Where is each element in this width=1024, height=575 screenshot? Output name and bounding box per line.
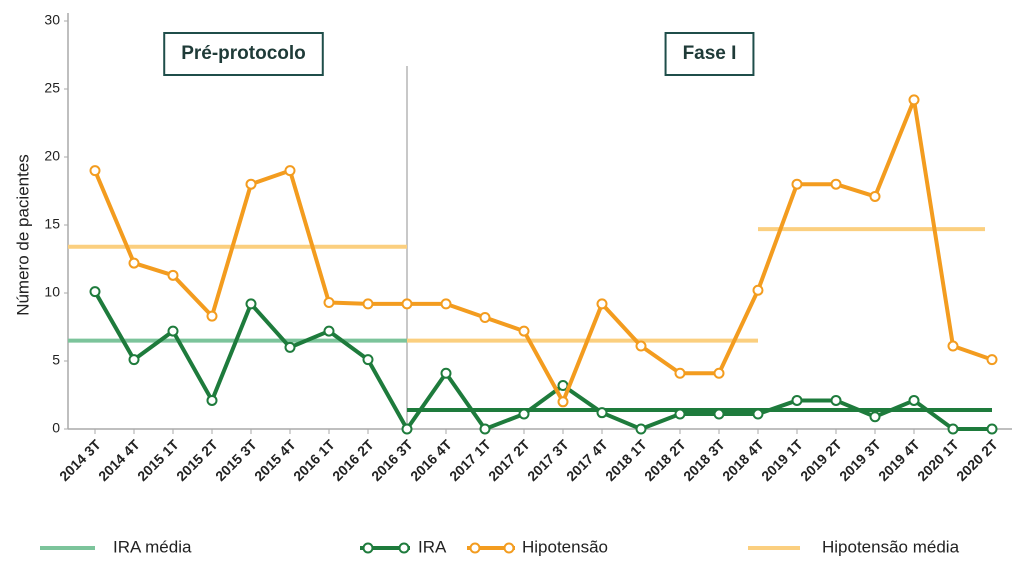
x-tick-label: 2018 2T — [641, 436, 689, 484]
point — [791, 178, 803, 190]
y-tick-label: 15 — [44, 216, 60, 232]
y-tick-label: 30 — [44, 12, 60, 28]
x-tick-label: 2016 2T — [329, 436, 377, 484]
point — [167, 325, 179, 337]
legend-marker — [362, 542, 374, 554]
phase-label: Pré-protocolo — [181, 43, 306, 64]
point — [362, 354, 374, 366]
point — [557, 396, 569, 408]
legend-label: IRA média — [113, 537, 192, 556]
point — [830, 178, 842, 190]
x-tick-label: 2014 3T — [56, 436, 104, 484]
series-line — [93, 97, 993, 404]
point — [908, 394, 920, 406]
y-tick-label: 5 — [52, 352, 60, 368]
point — [128, 354, 140, 366]
x-tick-label: 2019 2T — [797, 436, 845, 484]
point — [518, 408, 530, 420]
point — [479, 423, 491, 435]
x-tick-label: 2017 2T — [485, 436, 533, 484]
legend-label: Hipotensão média — [822, 537, 960, 556]
x-tick-label: 2019 1T — [758, 436, 806, 484]
point — [89, 165, 101, 177]
point — [791, 394, 803, 406]
x-tick-label: 2015 2T — [173, 436, 221, 484]
y-tick-label: 10 — [44, 284, 60, 300]
x-tick-label: 2019 4T — [875, 436, 923, 484]
legend-marker — [503, 542, 515, 554]
point — [284, 165, 296, 177]
point — [986, 354, 998, 366]
point — [401, 298, 413, 310]
point — [89, 286, 101, 298]
point — [245, 178, 257, 190]
x-tick-label: 2017 1T — [446, 436, 494, 484]
point — [323, 325, 335, 337]
point — [635, 340, 647, 352]
y-tick-label: 20 — [44, 148, 60, 164]
series-line — [93, 290, 992, 431]
x-tick-label: 2018 4T — [719, 436, 767, 484]
point — [206, 310, 218, 322]
phase-box — [163, 32, 324, 76]
legend-marker — [398, 542, 410, 554]
y-tick-label: 0 — [52, 420, 60, 436]
point — [674, 408, 686, 420]
x-tick-label: 2014 4T — [95, 436, 143, 484]
point — [128, 257, 140, 269]
point — [713, 408, 725, 420]
point — [401, 423, 413, 435]
legend-label: Hipotensão — [522, 537, 608, 556]
x-tick-label: 2019 3T — [836, 436, 884, 484]
legend-marker — [469, 542, 481, 554]
x-tick-label: 2018 3T — [680, 436, 728, 484]
point — [518, 325, 530, 337]
point — [362, 298, 374, 310]
point — [713, 367, 725, 379]
phase-box — [664, 32, 755, 76]
x-tick-label: 2020 1T — [914, 436, 962, 484]
point — [596, 298, 608, 310]
point — [323, 297, 335, 309]
point — [752, 284, 764, 296]
point — [245, 298, 257, 310]
x-tick-label: 2016 1T — [290, 436, 338, 484]
point — [167, 269, 179, 281]
legend-label: IRA — [418, 537, 447, 556]
point — [869, 411, 881, 423]
point — [284, 341, 296, 353]
point — [986, 423, 998, 435]
point — [830, 394, 842, 406]
x-tick-label: 2017 3T — [524, 436, 572, 484]
point — [479, 311, 491, 323]
point — [947, 423, 959, 435]
x-tick-label: 2015 3T — [212, 436, 260, 484]
x-tick-label: 2020 2T — [953, 436, 1001, 484]
point — [635, 423, 647, 435]
x-tick-label: 2016 4T — [407, 436, 455, 484]
phase-label: Fase I — [683, 43, 737, 64]
point — [674, 367, 686, 379]
point — [869, 190, 881, 202]
x-tick-label: 2015 4T — [251, 436, 299, 484]
point — [752, 408, 764, 420]
x-tick-label: 2015 1T — [134, 436, 182, 484]
point — [947, 340, 959, 352]
point — [440, 367, 452, 379]
point — [596, 407, 608, 419]
x-tick-label: 2016 3T — [368, 436, 416, 484]
x-tick-label: 2018 1T — [602, 436, 650, 484]
point — [206, 394, 218, 406]
y-tick-label: 25 — [44, 80, 60, 96]
point — [908, 94, 920, 106]
y-axis-label: Número de pacientes — [13, 154, 32, 316]
x-tick-label: 2017 4T — [563, 436, 611, 484]
point — [440, 298, 452, 310]
